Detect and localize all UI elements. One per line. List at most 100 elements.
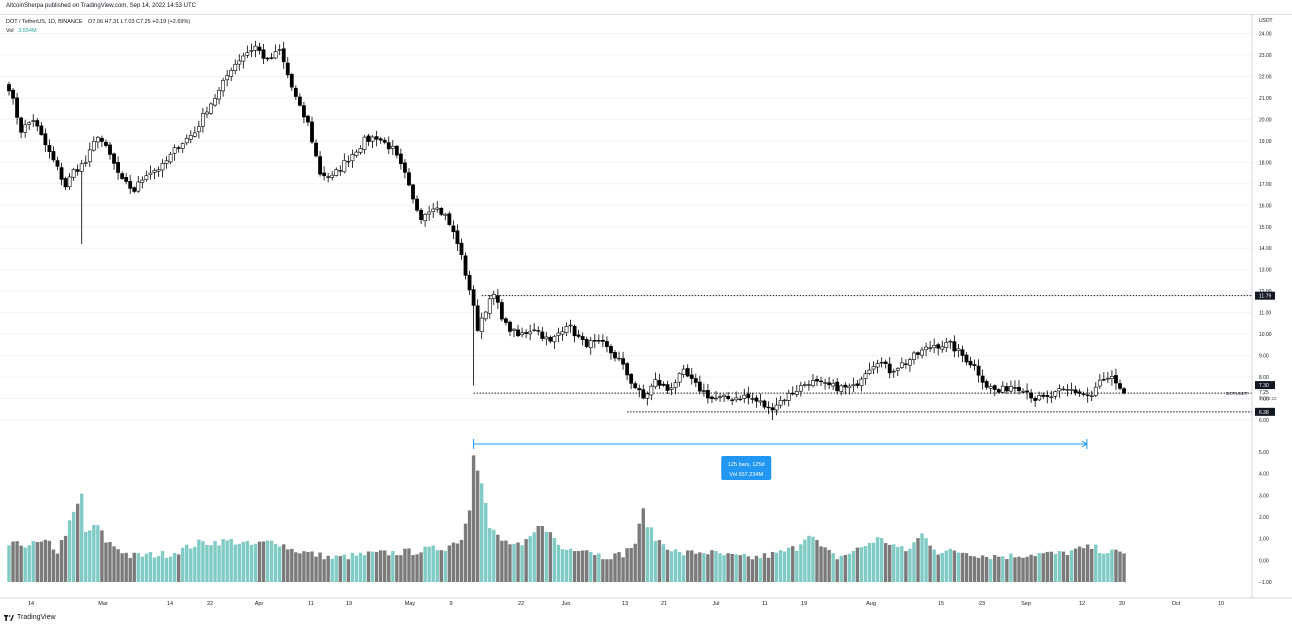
candle-up bbox=[164, 160, 169, 164]
candle-up bbox=[928, 347, 933, 349]
volume-bar bbox=[314, 556, 318, 582]
candle-up bbox=[241, 55, 246, 62]
candle-up bbox=[677, 373, 682, 383]
candle-up bbox=[370, 136, 375, 142]
price-axis[interactable]: USDT6.007.008.009.0010.0011.0012.0013.00… bbox=[1259, 18, 1273, 424]
volume-label[interactable]: Vol bbox=[6, 28, 14, 34]
volume-bar bbox=[1017, 556, 1021, 582]
volume-bar bbox=[144, 553, 149, 582]
volume-bar bbox=[419, 552, 423, 582]
candle-up bbox=[491, 294, 496, 299]
candle-down bbox=[419, 209, 423, 220]
volume-bar bbox=[669, 551, 674, 582]
time-tick-label: 9 bbox=[449, 601, 452, 607]
candle-up bbox=[798, 385, 803, 392]
candle-down bbox=[116, 162, 120, 173]
volume-bar bbox=[67, 520, 72, 582]
candle-up bbox=[31, 120, 36, 122]
candle-up bbox=[330, 174, 335, 178]
candle-down bbox=[51, 151, 56, 161]
volume-bar bbox=[306, 551, 310, 582]
volume-bar bbox=[225, 540, 229, 582]
volume-bar bbox=[132, 552, 136, 582]
volume-bar bbox=[661, 544, 666, 582]
candle-down bbox=[257, 46, 262, 51]
price-chart[interactable]: DOTUSDT 125 bars, 125d Vol 937.234M USDT 6… bbox=[0, 14, 1292, 612]
candle-down bbox=[19, 117, 24, 133]
candle-down bbox=[726, 395, 731, 399]
volume-tick-label: 2.00 bbox=[1259, 515, 1269, 521]
volume-bar bbox=[1009, 553, 1013, 582]
candle-down bbox=[580, 336, 585, 341]
price-tick-label: 7.00 bbox=[1259, 397, 1269, 403]
tradingview-footer[interactable]: TradingView bbox=[4, 614, 56, 621]
candle-down bbox=[887, 363, 892, 374]
candle-up bbox=[920, 349, 924, 356]
measure-box bbox=[721, 456, 772, 480]
candle-up bbox=[714, 397, 718, 400]
time-tick-label: Mar bbox=[98, 601, 108, 607]
volume-bar bbox=[1102, 553, 1106, 582]
candle-up bbox=[144, 175, 149, 180]
candle-down bbox=[701, 390, 706, 392]
price-label-box bbox=[1255, 407, 1275, 416]
volume-bar bbox=[1081, 548, 1086, 582]
volume-bar bbox=[1114, 549, 1118, 582]
candle-up bbox=[669, 387, 674, 390]
symbol-label[interactable]: DOT / TetherUS, 1D, BINANCE bbox=[6, 19, 83, 25]
volume-bar bbox=[589, 552, 593, 582]
candle-up bbox=[1105, 377, 1110, 380]
volume-bar bbox=[459, 540, 464, 582]
volume-bar bbox=[318, 552, 322, 582]
volume-bar bbox=[888, 544, 892, 582]
candle-up bbox=[956, 348, 961, 351]
volume-bar bbox=[698, 552, 702, 582]
volume-bar bbox=[803, 539, 807, 582]
volume-bar bbox=[96, 525, 100, 582]
candle-down bbox=[112, 153, 116, 164]
volume-bar bbox=[734, 554, 738, 582]
candle-up bbox=[192, 132, 197, 137]
volume-bar bbox=[504, 540, 508, 582]
volume-bar bbox=[580, 550, 585, 582]
candle-down bbox=[540, 331, 545, 339]
candle-up bbox=[188, 135, 193, 140]
candle-up bbox=[1089, 395, 1094, 397]
volume-bar bbox=[346, 559, 351, 582]
volume-bar bbox=[762, 553, 767, 582]
candle-down bbox=[952, 341, 957, 352]
candle-up bbox=[79, 163, 84, 172]
volume-bar bbox=[956, 552, 961, 582]
candle-up bbox=[1049, 396, 1054, 399]
volume-bar bbox=[823, 547, 827, 582]
volume-bar bbox=[601, 559, 605, 582]
volume-bar bbox=[989, 559, 993, 582]
measure-tool[interactable]: 125 bars, 125d Vol 937.234M bbox=[473, 439, 1088, 480]
volume-bar bbox=[19, 545, 23, 582]
volume-bar bbox=[750, 559, 755, 582]
volume-bar bbox=[1021, 557, 1025, 582]
candle-down bbox=[710, 396, 714, 399]
candle-up bbox=[811, 380, 815, 386]
candle-down bbox=[451, 225, 456, 233]
candle-down bbox=[605, 341, 609, 347]
volume-bar bbox=[156, 555, 161, 582]
candle-down bbox=[463, 255, 468, 276]
volume-bar bbox=[63, 535, 68, 582]
price-tick-label: 18.00 bbox=[1259, 160, 1272, 166]
candle-down bbox=[516, 329, 520, 337]
time-axis[interactable]: 14 Mar 14 22 Apr 11 19 May 9 22 Jun 13 21 Jul 11 19 Aug 1… bbox=[28, 601, 1224, 607]
candle-down bbox=[508, 321, 512, 332]
candle-down bbox=[475, 305, 480, 331]
candle-up bbox=[221, 80, 226, 92]
volume-bar bbox=[75, 503, 80, 582]
volume-bar bbox=[867, 543, 872, 582]
volume-bar bbox=[310, 551, 314, 582]
candle-up bbox=[1065, 389, 1070, 391]
candle-down bbox=[641, 389, 646, 399]
volume-bar bbox=[217, 545, 221, 582]
price-tick-label: 10.00 bbox=[1259, 332, 1272, 338]
volume-bar bbox=[1029, 554, 1033, 582]
candle-up bbox=[1069, 389, 1074, 391]
